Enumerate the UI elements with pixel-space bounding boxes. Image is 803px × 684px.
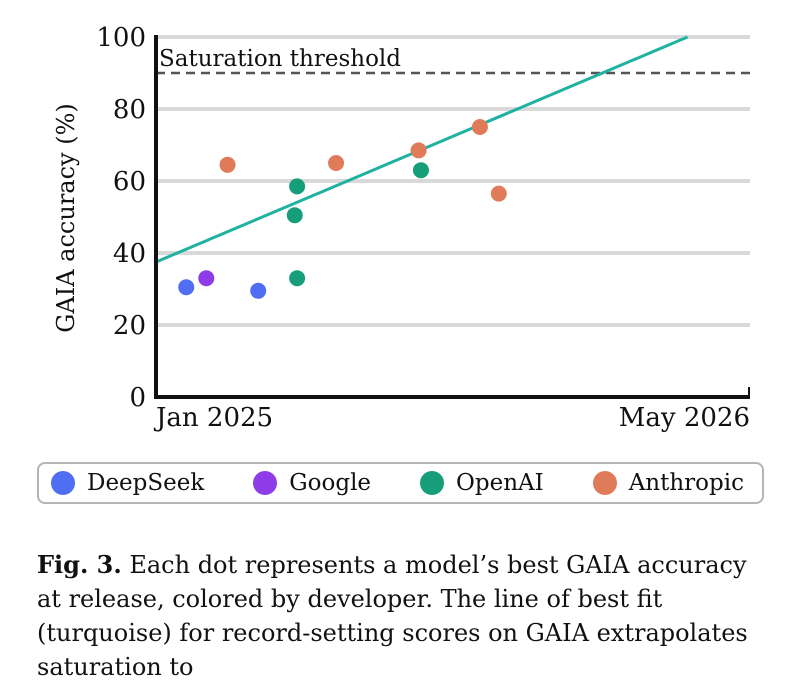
data-point-deepseek-0: [178, 279, 195, 296]
legend-item-deepseek: DeepSeek: [51, 470, 204, 496]
y-tick-label-80: 80: [113, 95, 146, 125]
x-tick-label-0: Jan 2025: [153, 403, 273, 433]
legend-label: DeepSeek: [87, 470, 205, 496]
data-point-openai-2: [289, 270, 306, 287]
grid-lines: [156, 35, 750, 327]
legend-label: OpenAI: [456, 470, 544, 496]
y-tick-label-20: 20: [113, 311, 146, 341]
caption-label: Fig. 3.: [37, 550, 122, 579]
data-point-openai-1: [286, 207, 303, 224]
data-point-openai-3: [412, 162, 429, 179]
data-point-google-0: [198, 270, 215, 287]
data-point-deepseek-1: [250, 282, 267, 299]
x-tick-label-1: May 2026: [619, 403, 750, 433]
data-point-anthropic-3: [471, 119, 488, 135]
legend-swatch: [51, 471, 75, 495]
data-point-anthropic-0: [219, 156, 236, 173]
legend-item-google: Google: [253, 470, 371, 496]
y-tick-label-100: 100: [96, 23, 146, 53]
data-point-anthropic-2: [410, 142, 427, 159]
y-axis-title: GAIA accuracy (%): [52, 103, 80, 333]
data-point-anthropic-1: [328, 155, 345, 171]
data-point-openai-0: [289, 178, 306, 195]
legend-item-anthropic: Anthropic: [592, 470, 744, 496]
legend: DeepSeek Google OpenAI Anthropic: [37, 462, 764, 504]
legend-label: Google: [289, 470, 372, 496]
y-tick-label-0: 0: [129, 383, 146, 413]
data-point-anthropic-4: [490, 185, 507, 202]
figure-caption: Fig. 3. Each dot represents a model’s be…: [37, 548, 772, 684]
threshold-layer: Saturation threshold: [156, 46, 750, 75]
y-tick-label-40: 40: [113, 239, 146, 269]
caption-text: Each dot represents a model’s best GAIA …: [37, 551, 748, 681]
chart: Saturation threshold 0 20 40 60 80 100 Jan 202…: [52, 23, 750, 433]
legend-item-openai: OpenAI: [420, 470, 544, 496]
y-tick-label-60: 60: [113, 167, 146, 197]
threshold-label: Saturation threshold: [159, 46, 401, 72]
legend-label: Anthropic: [628, 470, 744, 496]
data-points: [178, 119, 507, 299]
legend-swatch: [420, 471, 445, 495]
legend-swatch: [592, 471, 617, 495]
legend-swatch: [253, 471, 278, 495]
axes: 0 20 40 60 80 100 Jan 2025 May 2026: [96, 23, 750, 433]
